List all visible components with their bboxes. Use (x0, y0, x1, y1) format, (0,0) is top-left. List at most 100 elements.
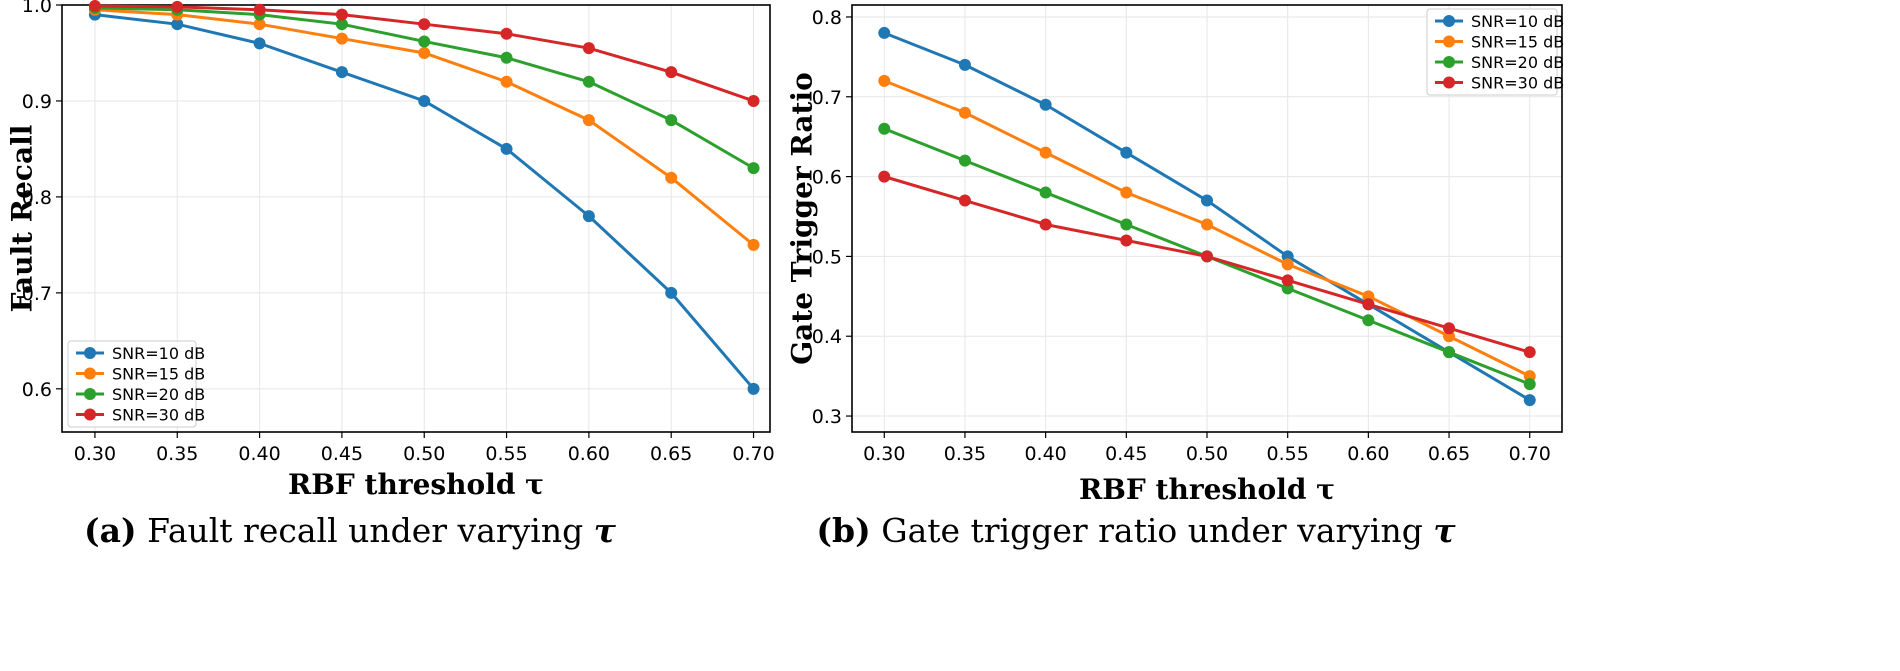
legend-swatch-marker (1443, 76, 1455, 89)
data-point (958, 106, 971, 119)
y-tick-label: 0.7 (812, 87, 842, 109)
legend-label: SNR=10 dB (1471, 12, 1564, 31)
data-point (500, 75, 513, 88)
data-point (1523, 394, 1536, 407)
x-tick-label: 0.30 (863, 443, 905, 465)
legend-label: SNR=10 dB (112, 344, 205, 363)
y-axis-title: Gate Trigger Ratio (786, 72, 819, 365)
caption-space (137, 511, 148, 550)
legend-box (1426, 8, 1558, 96)
data-point (747, 238, 760, 251)
data-point (171, 18, 184, 31)
x-tick-label: 0.50 (403, 443, 445, 465)
legend-label: SNR=15 dB (112, 365, 205, 384)
data-point (1281, 274, 1294, 287)
x-tick-label: 0.35 (156, 443, 198, 465)
x-tick-label: 0.30 (74, 443, 116, 465)
plot-frame (61, 4, 771, 433)
chart-gate-trigger-ratio: 0.30 0.35 0.40 0.45 0.50 0.55 0.60 0.65 0.70 0.3 0… (786, 4, 1564, 550)
caption-space (871, 511, 882, 550)
data-point (582, 42, 595, 55)
data-point (88, 0, 101, 12)
caption-symbol: τ (594, 511, 617, 550)
x-tick-label: 0.55 (1267, 443, 1309, 465)
data-point (665, 114, 678, 127)
data-point (665, 171, 678, 184)
data-point (958, 194, 971, 207)
x-tick-label: 0.60 (1347, 443, 1389, 465)
data-point (878, 170, 891, 183)
data-point (171, 0, 184, 13)
data-point (665, 286, 678, 299)
caption-text: Gate trigger ratio under varying (881, 511, 1423, 550)
data-point (878, 122, 891, 135)
legend-swatch-marker (1443, 35, 1455, 48)
data-point (878, 26, 891, 39)
x-tick-label: 0.45 (321, 443, 363, 465)
data-point (958, 58, 971, 71)
data-point (335, 8, 348, 21)
data-point (1201, 194, 1213, 207)
data-point (1120, 186, 1133, 199)
data-point (1443, 322, 1456, 335)
x-tick-label: 0.60 (568, 443, 610, 465)
y-tick-label: 0.8 (22, 187, 52, 209)
data-point (253, 3, 266, 16)
legend-label: SNR=20 dB (112, 385, 205, 404)
caption-space (1423, 511, 1434, 550)
legend-swatch-marker (1443, 56, 1455, 68)
y-tick-label: 0.8 (812, 7, 842, 29)
legend-label: SNR=30 dB (1471, 74, 1564, 93)
legend-box (67, 340, 197, 428)
y-tick-label: 1.0 (22, 0, 52, 17)
legend-swatch-marker (84, 347, 96, 359)
legend-swatch-marker (84, 367, 96, 380)
data-point (1523, 378, 1536, 391)
data-point (335, 18, 348, 31)
caption-space (583, 511, 594, 550)
data-point (582, 210, 595, 223)
data-point (335, 66, 348, 79)
data-point (1039, 98, 1052, 111)
data-point (418, 46, 431, 59)
data-point (1039, 146, 1052, 159)
data-point (747, 162, 760, 175)
x-tick-label: 0.40 (238, 443, 280, 465)
data-point (1039, 218, 1052, 231)
data-point (1281, 258, 1294, 271)
data-point (500, 142, 513, 155)
data-point (582, 114, 595, 127)
data-point (665, 66, 678, 79)
caption-label: (a) (84, 511, 137, 550)
data-point (253, 37, 266, 50)
panel-caption: (b) Gate trigger ratio under varying τ (816, 511, 1456, 550)
data-point (418, 18, 431, 31)
x-tick-label: 0.40 (1024, 443, 1066, 465)
caption-label: (b) (816, 511, 870, 550)
data-point (747, 94, 760, 107)
data-point (418, 35, 431, 48)
x-tick-label: 0.35 (944, 443, 986, 465)
x-axis-title: RBF threshold τ (1079, 473, 1335, 506)
legend-label: SNR=20 dB (1471, 53, 1564, 72)
data-point (878, 74, 891, 87)
data-point (747, 382, 760, 395)
y-tick-label: 0.6 (812, 167, 842, 189)
y-tick-label: 0.4 (812, 326, 842, 348)
legend-swatch-marker (84, 408, 96, 421)
legend-label: SNR=30 dB (112, 406, 205, 425)
y-tick-label: 0.5 (812, 246, 842, 268)
data-point (1039, 186, 1052, 199)
data-point (1201, 250, 1213, 263)
chart-fault-recall: 0.30 0.35 0.40 0.45 0.50 0.55 0.60 0.65 0.70 0.6 0… (6, 0, 775, 550)
data-point (335, 32, 348, 45)
panel-caption: (a) Fault recall under varying τ (84, 511, 617, 550)
x-tick-label: 0.45 (1105, 443, 1147, 465)
data-point (253, 18, 266, 31)
series-snr-30-db (878, 170, 1536, 359)
data-point (582, 75, 595, 88)
data-point (958, 154, 971, 167)
x-tick-label: 0.65 (1428, 443, 1470, 465)
